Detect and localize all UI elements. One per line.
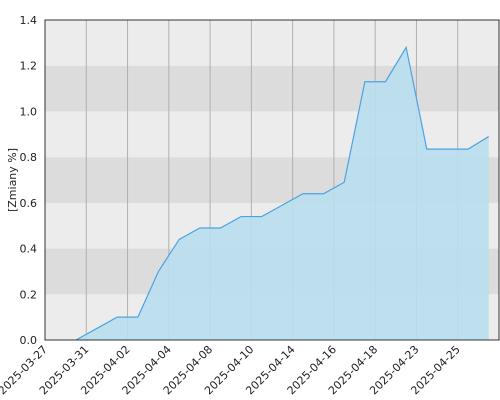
grid-band <box>45 65 499 112</box>
y-tick-label: 1.4 <box>20 14 38 27</box>
line <box>75 45 489 341</box>
y-axis-label: [Zmiany %] <box>6 148 19 212</box>
y-tick-label: 0.2 <box>20 288 38 301</box>
area-fill <box>75 47 489 341</box>
plot-frame <box>44 19 500 341</box>
y-tick-label: 0.0 <box>20 334 38 347</box>
y-tick-label: 0.8 <box>20 151 38 164</box>
y-tick-label: 1.0 <box>20 105 38 118</box>
y-tick-label: 0.6 <box>20 197 38 210</box>
y-tick-label: 0.4 <box>20 243 38 256</box>
y-tick-label: 1.2 <box>20 60 38 73</box>
grid-band <box>45 20 499 66</box>
